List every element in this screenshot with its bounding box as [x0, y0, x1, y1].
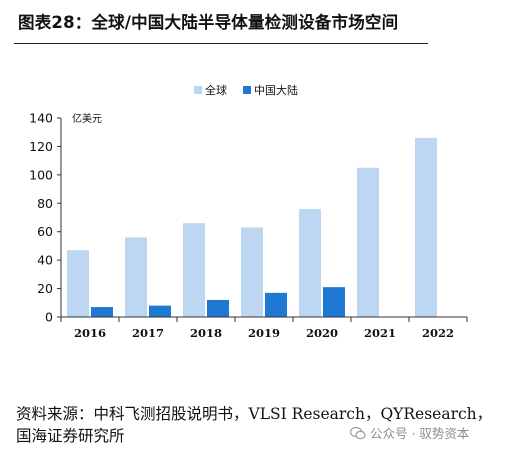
y-tick-label: 40	[37, 253, 53, 268]
y-tick-label: 140	[29, 111, 53, 126]
bar-global	[67, 250, 89, 317]
x-tick-label: 2016	[74, 326, 106, 340]
bar-global	[241, 227, 263, 317]
x-tick-label: 2022	[422, 326, 454, 340]
y-tick-label: 60	[37, 224, 53, 239]
title-divider	[14, 43, 428, 44]
bar-china	[149, 305, 171, 317]
y-tick-label: 100	[29, 167, 53, 182]
legend-swatch	[243, 86, 251, 94]
wechat-icon	[350, 426, 366, 439]
y-tick-label: 80	[37, 196, 53, 211]
x-tick-label: 2020	[306, 326, 338, 340]
legend-label: 中国大陆	[254, 83, 298, 97]
bar-global	[125, 237, 147, 317]
bar-china	[207, 299, 229, 317]
x-tick-label: 2017	[132, 326, 164, 340]
watermark-text: 公众号 · 驭势资本	[370, 426, 470, 441]
bar-global	[183, 223, 205, 317]
bar-global	[415, 137, 437, 317]
bar-china	[91, 307, 113, 317]
y-tick-label: 120	[29, 139, 53, 154]
y-tick-label: 20	[37, 281, 53, 296]
bars-group	[67, 137, 437, 317]
x-axis: 2016 2017 2018 2019 2020 2021 2022	[60, 316, 468, 340]
legend-label: 全球	[205, 83, 227, 97]
x-tick-label: 2019	[248, 326, 280, 340]
y-axis: 0 20 40 60 80 100 120 140	[29, 111, 62, 325]
page-title: 图表28：全球/中国大陆半导体量检测设备市场空间	[18, 13, 399, 32]
x-tick-label: 2018	[190, 326, 222, 340]
x-tick-label: 2021	[364, 326, 396, 340]
bar-china	[265, 292, 287, 317]
bar-china	[323, 287, 345, 317]
watermark: 公众号 · 驭势资本	[350, 423, 469, 442]
y-axis-unit-label: 亿美元	[72, 112, 102, 125]
legend-swatch	[194, 86, 202, 94]
source-note: 资料来源：中科飞测招股说明书，VLSI Research，QYResearch，…	[16, 405, 493, 445]
y-tick-label: 0	[45, 310, 53, 325]
bar-global	[299, 208, 321, 317]
bar-global	[357, 167, 379, 317]
chart-legend: 全球 中国大陆	[194, 83, 298, 97]
